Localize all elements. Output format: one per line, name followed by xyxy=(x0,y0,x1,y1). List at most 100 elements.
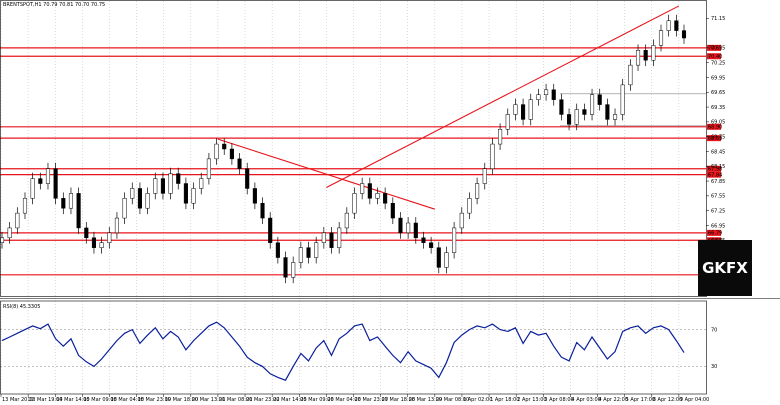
candle-body xyxy=(436,247,441,268)
candle-body xyxy=(176,173,181,184)
candle-body xyxy=(398,217,403,234)
candle-body xyxy=(467,198,472,214)
candle-body xyxy=(275,242,280,258)
price-tick-label: 68.45 xyxy=(711,149,725,155)
candle-body xyxy=(191,188,196,204)
level-tag-label: 70.62 xyxy=(708,46,722,52)
candle-body xyxy=(666,20,671,31)
time-tick-label: 20 Mar 13:00 xyxy=(192,397,225,403)
time-tick-label: 1 Apr 18:00 xyxy=(490,397,519,403)
candle-body xyxy=(490,143,495,169)
price-tick-label: 69.95 xyxy=(711,75,725,81)
candle-body xyxy=(352,193,357,214)
candle-body xyxy=(367,183,372,199)
candle-body xyxy=(268,217,273,243)
candle-body xyxy=(7,227,12,239)
time-tick-label: 22 Mar 14:00 xyxy=(273,397,306,403)
level-tag-label: 67.84 xyxy=(708,172,722,178)
candle-body xyxy=(45,168,51,184)
candle-body xyxy=(574,109,579,125)
level-tag-label: 67.98 xyxy=(708,167,722,173)
candle-body xyxy=(681,30,687,39)
candle-body xyxy=(61,198,66,209)
level-tag-label: 70.40 xyxy=(708,54,722,60)
candle-body xyxy=(122,198,127,219)
level-tag xyxy=(707,229,721,236)
rsi-tick-label: 70 xyxy=(711,327,717,333)
candle-body xyxy=(589,94,595,115)
candle-body xyxy=(406,222,411,234)
price-tick-label: 67.85 xyxy=(711,179,725,185)
price-tick-label: 69.05 xyxy=(711,120,725,126)
candle-body xyxy=(536,94,541,100)
level-tag-label: 68.90 xyxy=(708,125,722,131)
candle-body xyxy=(521,104,526,120)
candle-body xyxy=(475,183,480,199)
level-tag xyxy=(707,165,721,172)
candle-body xyxy=(0,237,5,243)
candle-body xyxy=(559,99,564,115)
candle-body xyxy=(658,30,664,46)
time-tick-label: 13 Mar 2019 xyxy=(2,397,34,403)
candle-body xyxy=(620,84,625,115)
candle-body xyxy=(582,109,587,115)
time-tick-label: 9 Apr 04:00 xyxy=(680,397,709,403)
candle-body xyxy=(628,64,633,86)
level-tag xyxy=(707,53,721,60)
time-tick-label: 15 Mar 09:00 xyxy=(83,397,116,403)
price-tick-label: 71.15 xyxy=(711,16,725,22)
level-tag xyxy=(707,135,721,142)
price-tick-label: 66.95 xyxy=(711,223,725,229)
level-tag xyxy=(707,171,721,178)
time-tick-label: 25 Mar 09:00 xyxy=(300,397,333,403)
candle-body xyxy=(635,50,641,66)
candle-body xyxy=(237,158,242,169)
time-tick-label: 2 Apr 13:00 xyxy=(517,397,546,403)
time-tick-label: 8 Apr 12:00 xyxy=(653,397,682,403)
time-tick-label: 21 Mar 08:00 xyxy=(219,397,252,403)
candle-body xyxy=(360,183,365,194)
gkfx-logo: GKFX xyxy=(698,240,752,296)
candle-body xyxy=(321,232,326,243)
candle-body xyxy=(15,212,20,229)
rsi-label: RSI(8) 45.3305 xyxy=(3,304,40,310)
price-tick-label: 67.25 xyxy=(711,208,725,214)
candle-body xyxy=(130,188,135,199)
rsi-panel: 70 30 xyxy=(0,321,717,381)
candle-body xyxy=(505,114,510,130)
time-tick-label: 18 Mar 04:00 xyxy=(110,397,143,403)
candle-body xyxy=(30,178,35,199)
candle-body xyxy=(245,168,250,189)
candle-body xyxy=(260,203,265,219)
candle-body xyxy=(337,227,342,248)
rsi-panel-frame xyxy=(0,300,707,395)
candle-body xyxy=(76,193,81,229)
time-tick-label: 4 Apr 03:00 xyxy=(571,397,600,403)
level-tag xyxy=(707,44,721,51)
price-tick-label: 70.55 xyxy=(711,46,725,52)
candle-body xyxy=(298,247,303,263)
price-tick-label: 68.75 xyxy=(711,134,725,140)
candle-body xyxy=(513,104,518,115)
candle-body xyxy=(283,257,288,278)
rsi-line xyxy=(1,321,685,381)
time-tick-label: 28 Mar 13:00 xyxy=(409,397,442,403)
candle-body xyxy=(22,198,28,214)
candle-body xyxy=(413,222,418,239)
price-tick-label: 70.25 xyxy=(711,60,725,66)
candlestick-series xyxy=(0,14,687,284)
time-tick-label: 29 Mar 08:00 xyxy=(436,397,469,403)
candle-body xyxy=(168,173,173,194)
time-tick-label: 18 Mar 23:00 xyxy=(138,397,171,403)
candle-body xyxy=(383,193,388,204)
candle-body xyxy=(544,89,549,95)
time-tick-label: 3 Apr 08:00 xyxy=(544,397,573,403)
candle-body xyxy=(452,227,457,253)
candle-body xyxy=(459,212,464,229)
candle-body xyxy=(199,178,204,189)
level-tag xyxy=(707,123,721,130)
candle-body xyxy=(612,114,618,120)
candle-body xyxy=(137,188,142,209)
candle-body xyxy=(160,178,165,194)
